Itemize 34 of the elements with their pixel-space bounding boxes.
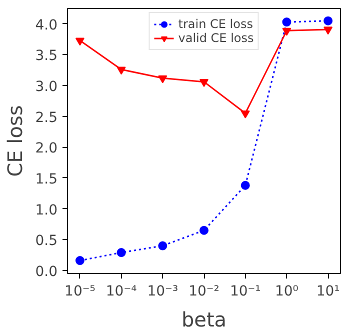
- x-tick-label: 10⁻⁵: [64, 284, 96, 300]
- point: [158, 75, 168, 84]
- y-tick-label: 3.5: [35, 48, 58, 64]
- y-tick-label: 1.5: [35, 171, 58, 188]
- point: [324, 16, 333, 26]
- x-tick-label: 10⁻⁴: [106, 284, 138, 300]
- point: [75, 38, 84, 46]
- x-tick-label: 10⁰: [274, 284, 299, 300]
- point: [158, 241, 168, 250]
- y-tick-label: 3.0: [35, 79, 58, 96]
- x-tick-label: 10⁻¹: [230, 284, 261, 300]
- legend-label: train CE loss: [178, 17, 253, 31]
- x-tick-label: 10⁻²: [188, 284, 220, 300]
- point: [116, 248, 126, 258]
- y-tick-label: 4.0: [35, 17, 58, 34]
- point: [324, 26, 333, 35]
- point: [116, 66, 126, 75]
- x-tick-label: 10¹: [316, 284, 340, 300]
- y-tick-label: 2.0: [35, 140, 58, 157]
- point: [282, 18, 292, 27]
- point: [240, 180, 250, 190]
- point: [200, 79, 208, 87]
- y-axis-title: CE loss: [3, 105, 28, 177]
- legend-label: valid CE loss: [178, 31, 254, 45]
- x-tick-label: 10⁻³: [147, 284, 178, 300]
- point: [75, 256, 84, 266]
- y-tick-label: 0.0: [35, 264, 58, 280]
- y-tick-label: 0.5: [35, 233, 58, 250]
- y-tick-label: 2.5: [35, 110, 58, 126]
- point: [240, 110, 250, 118]
- point: [200, 226, 208, 235]
- x-axis-title: beta: [181, 308, 227, 332]
- y-tick-label: 1.0: [35, 202, 58, 218]
- point: [282, 28, 292, 36]
